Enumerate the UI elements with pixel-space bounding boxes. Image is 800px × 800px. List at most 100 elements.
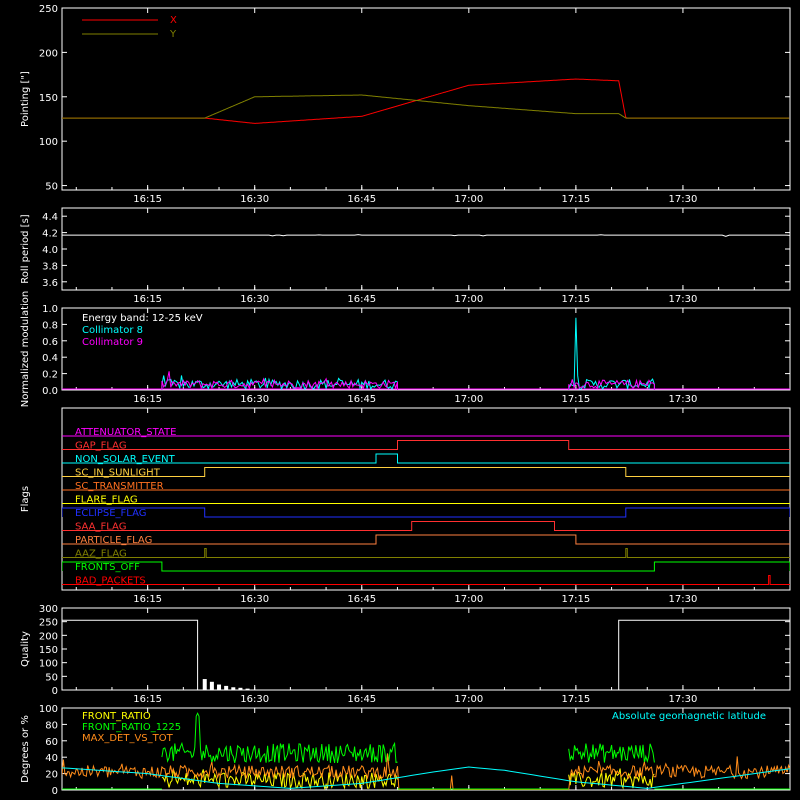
y-tick-label: 60 [45, 737, 58, 748]
y-axis-label: Pointing ["] [20, 71, 31, 127]
y-tick-label: 250 [39, 4, 58, 15]
y-tick-label: 0 [52, 686, 58, 697]
x-tick-label: 17:30 [669, 294, 698, 305]
quality-burst [231, 687, 236, 690]
flag-label: BAD_PACKETS [75, 576, 146, 587]
y-tick-label: 150 [39, 645, 58, 656]
flag-label: SAA_FLAG [75, 522, 126, 533]
flag-label: AAZ_FLAG [75, 549, 127, 560]
y-tick-label: 100 [39, 137, 58, 148]
x-tick-label: 17:15 [561, 194, 590, 205]
legend-label: FRONT_RATIO [82, 711, 151, 722]
legend-label: Y [169, 29, 177, 40]
series-line-y [62, 94, 790, 119]
x-tick-label: 16:30 [240, 594, 269, 605]
flag-line-saa-flag [62, 521, 790, 531]
x-tick-label: 17:00 [454, 694, 483, 705]
x-tick-label: 16:15 [133, 694, 162, 705]
y-tick-label: 0.0 [42, 386, 58, 397]
y-tick-label: 40 [45, 753, 58, 764]
y-tick-label: 4.4 [42, 212, 58, 223]
x-tick-label: 17:30 [669, 394, 698, 405]
y-tick-label: 80 [45, 720, 58, 731]
y-axis-label: Roll period [s] [20, 214, 31, 283]
legend-label: MAX_DET_VS_TOT [82, 733, 174, 744]
quality-burst [202, 679, 207, 690]
x-tick-label: 16:15 [133, 294, 162, 305]
series-line-collimator-9 [161, 371, 655, 390]
panel-frame [61, 207, 791, 291]
legend-label: Absolute geomagnetic latitude [612, 711, 766, 722]
y-tick-label: 0.8 [42, 320, 58, 331]
x-tick-label: 16:45 [347, 394, 376, 405]
y-tick-label: 0.6 [42, 337, 58, 348]
x-tick-label: 16:30 [240, 194, 269, 205]
y-axis-label: Quality [20, 631, 31, 667]
y-tick-label: 300 [39, 604, 58, 615]
x-tick-label: 17:15 [561, 694, 590, 705]
series-line-roll-period [62, 234, 790, 237]
flag-label: ATTENUATOR_STATE [75, 427, 176, 438]
x-tick-label: 16:45 [347, 294, 376, 305]
y-tick-label: 50 [45, 672, 58, 683]
series-line-collimator-8 [161, 317, 655, 390]
series-line-geomagnetic-latitude [62, 766, 790, 789]
y-tick-label: 50 [45, 182, 58, 193]
y-axis-label: Flags [20, 486, 31, 512]
flag-line-bad-packets [62, 575, 790, 585]
panel-quality: Quality 0 50 100 150 200 250 300 16:15 16:30 16:45… [20, 604, 791, 705]
y-tick-label: 4.0 [42, 245, 58, 256]
flag-line-gap-flag [62, 440, 790, 450]
quality-burst [238, 687, 243, 690]
x-tick-label: 16:45 [347, 694, 376, 705]
x-tick-label: 16:15 [133, 594, 162, 605]
flag-label: SC_TRANSMITTER [75, 481, 164, 492]
quality-burst [224, 685, 229, 690]
x-tick-label: 17:30 [669, 694, 698, 705]
x-tick-label: 17:00 [454, 594, 483, 605]
legend-label: FRONT_RATIO_1225 [82, 722, 181, 733]
panel-roll: Roll period [s] 3.6 3.8 4.0 4.2 4.4 16:15 16:30… [20, 207, 791, 305]
quality-burst [245, 688, 250, 690]
x-tick-label: 16:30 [240, 394, 269, 405]
series-line-front-ratio-1225 [161, 712, 655, 764]
y-tick-label: 1.0 [42, 304, 58, 315]
y-tick-label: 20 [45, 770, 58, 781]
x-tick-label: 16:45 [347, 194, 376, 205]
x-tick-label: 16:30 [240, 294, 269, 305]
quality-burst [217, 684, 222, 690]
x-tick-label: 17:15 [561, 294, 590, 305]
x-tick-label: 17:30 [669, 594, 698, 605]
x-tick-label: 16:15 [133, 194, 162, 205]
x-tick-label: 17:15 [561, 394, 590, 405]
panel-frame [61, 7, 791, 191]
y-tick-label: 250 [39, 618, 58, 629]
flag-label: ECLIPSE_FLAG [75, 508, 146, 519]
x-tick-label: 17:00 [454, 394, 483, 405]
flag-line-particle-flag [62, 534, 790, 545]
x-tick-label: 17:00 [454, 294, 483, 305]
x-tick-label: 17:30 [669, 194, 698, 205]
y-tick-label: 100 [39, 704, 58, 715]
x-tick-label: 16:30 [240, 694, 269, 705]
flag-label: SC_IN_SUNLIGHT [75, 468, 161, 479]
x-tick-label: 16:15 [133, 394, 162, 405]
y-tick-label: 100 [39, 659, 58, 670]
panel-frame [61, 407, 791, 591]
y-tick-label: 0 [52, 786, 58, 797]
flag-line-fronts-off [62, 561, 790, 572]
legend-label: Collimator 8 [82, 325, 143, 336]
y-tick-label: 3.6 [42, 278, 58, 289]
flag-line-eclipse-flag [62, 507, 790, 518]
y-axis-label: Degrees or % [20, 715, 31, 783]
x-tick-label: 16:45 [347, 594, 376, 605]
x-tick-label: 17:00 [454, 194, 483, 205]
flag-line-sc-in-sunlight [62, 467, 790, 477]
flag-line-aaz-flag [62, 548, 790, 558]
series-line-max-det-vs-tot [62, 753, 790, 790]
y-tick-label: 200 [39, 48, 58, 59]
flag-label: FLARE_FLAG [75, 495, 138, 506]
x-tick-label: 17:15 [561, 594, 590, 605]
panel-front_ratio: Degrees or % 0 20 40 60 80 100 FRONT_RATIOFRONT… [20, 704, 791, 797]
